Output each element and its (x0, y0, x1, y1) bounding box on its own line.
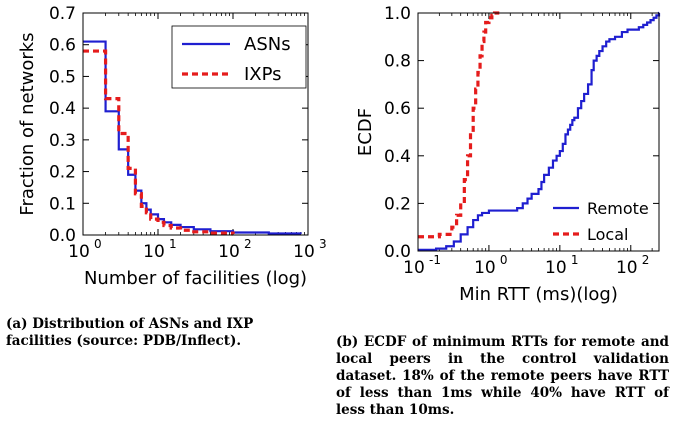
chart-a: 10 0 10 1 10 2 10 3 0.0 0.1 0.2 0.3 0.4 0.5 0.6 0.7 Numb… (17, 4, 327, 289)
chart-b: 10 -1 10 0 10 1 10 2 0.0 0.2 0.4 0.6 0.8 1.0 Min RTT (… (355, 4, 661, 305)
legend-label-asns: ASNs (244, 34, 291, 55)
x-axis-label: Min RTT (ms)(log) (459, 284, 618, 305)
y-tick-label: 0.5 (49, 67, 76, 87)
y-tick-label: 1.0 (384, 4, 411, 24)
y-tick-label: 0.2 (49, 163, 76, 183)
x-tick-exponent: 2 (642, 253, 650, 267)
x-tick-exponent: 3 (319, 237, 327, 251)
legend-box (171, 25, 307, 89)
x-tick-exponent: -1 (429, 253, 441, 267)
y-tick-label: 0.6 (384, 99, 411, 119)
x-tick-exponent: 0 (94, 237, 102, 251)
y-tick-label: 0.2 (384, 194, 411, 214)
charts-figure: 10 0 10 1 10 2 10 30.00.10.20.30.40.50.60.7Numb… (17, 4, 661, 305)
x-tick-label: 10 (143, 242, 165, 262)
x-tick-exponent: 1 (169, 237, 177, 251)
legend-label-ixps: IXPs (244, 64, 282, 85)
x-tick-exponent: 0 (500, 253, 508, 267)
x-tick-label: 10 (68, 242, 90, 262)
series-line-local (418, 11, 500, 239)
x-tick-label: 10 (218, 242, 240, 262)
x-tick-label: 10 (403, 258, 425, 278)
x-axis-label: Number of facilities (log) (84, 268, 307, 289)
x-tick-label: 10 (545, 258, 567, 278)
x-tick-exponent: 1 (571, 253, 579, 267)
legend-label-remote: Remote (587, 199, 649, 218)
y-tick-label: 0.4 (49, 99, 76, 119)
caption-b-bold: (b) ECDF of minimum RTTs for remote and … (336, 334, 669, 384)
y-tick-label: 0.1 (49, 194, 76, 214)
y-tick-label: 0.0 (49, 226, 76, 246)
y-tick-label: 0.0 (384, 242, 411, 262)
legend-label-local: Local (587, 225, 628, 244)
x-tick-exponent: 2 (244, 237, 252, 251)
y-axis-label: Fraction of networks (17, 32, 38, 215)
series-line-ixps (83, 49, 235, 236)
y-tick-label: 0.4 (384, 147, 411, 167)
x-tick-label: 10 (474, 258, 496, 278)
plot-frame (82, 12, 309, 236)
x-tick-label: 10 (616, 258, 638, 278)
caption-a: (a) Distribution of ASNs and IXP facilit… (6, 316, 254, 349)
y-tick-label: 0.8 (384, 52, 411, 72)
y-axis-label: ECDF (355, 108, 376, 156)
series-line-remote (418, 11, 661, 251)
caption-b-rest: 18% of the remote peers have RTT of less… (336, 368, 669, 418)
x-tick-label: 10 (293, 242, 315, 262)
caption-b: (b) ECDF of minimum RTTs for remote and … (336, 334, 669, 419)
y-tick-label: 0.7 (49, 4, 76, 24)
y-tick-label: 0.6 (49, 36, 76, 56)
plot-frame (417, 12, 660, 252)
y-tick-label: 0.3 (49, 131, 76, 151)
